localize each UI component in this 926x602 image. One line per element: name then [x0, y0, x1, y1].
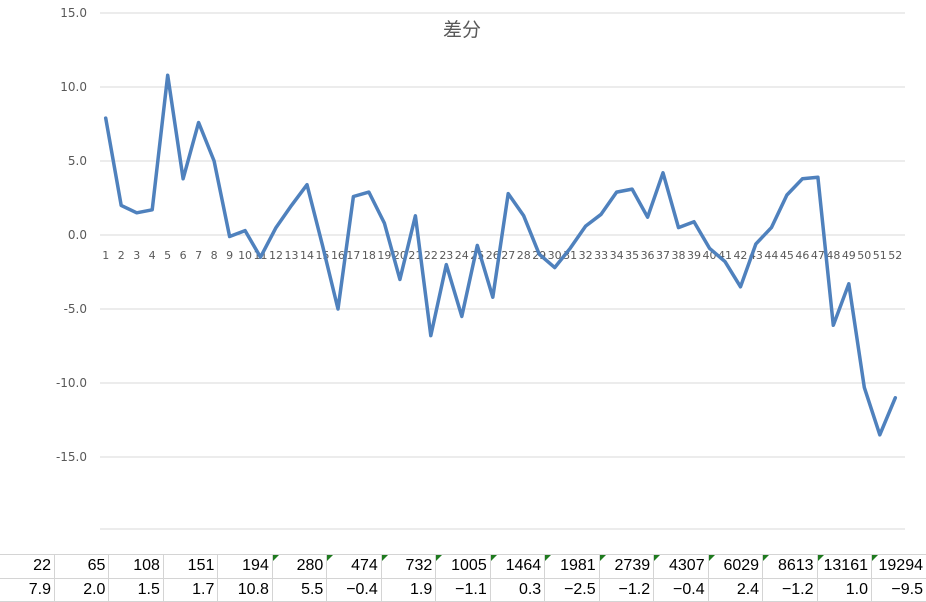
sheet-cell[interactable]: −0.4	[653, 577, 709, 602]
sheet-cell[interactable]: 65	[53, 554, 110, 579]
x-tick-label: 22	[424, 249, 438, 262]
x-tick-label: 3	[133, 249, 140, 262]
sheet-cell[interactable]: 7.9	[0, 577, 55, 602]
sheet-cell[interactable]: 13161	[816, 554, 873, 579]
x-tick-label: 5	[164, 249, 171, 262]
sheet-cell[interactable]: −0.4	[326, 577, 382, 602]
x-tick-label: 44	[764, 249, 778, 262]
sheet-cell[interactable]: 151	[162, 554, 219, 579]
y-axis-ticks: 15.0 10.0 5.0 0.0 -5.0 -10.0 -15.0	[56, 6, 87, 464]
sheet-cell[interactable]: 5.5	[271, 577, 328, 602]
y-tick-label: 15.0	[60, 6, 87, 20]
x-tick-label: 6	[180, 249, 187, 262]
x-tick-label: 32	[579, 249, 593, 262]
sheet-cell[interactable]: 280	[271, 554, 328, 579]
sheet-cell[interactable]: 2739	[598, 554, 655, 579]
x-tick-label: 10	[238, 249, 252, 262]
x-tick-label: 26	[486, 249, 500, 262]
y-tick-label: -15.0	[56, 450, 87, 464]
x-tick-label: 48	[826, 249, 840, 262]
x-tick-label: 18	[362, 249, 376, 262]
x-tick-label: 39	[687, 249, 701, 262]
sheet-cell[interactable]: 1.7	[162, 577, 219, 602]
sheet-row: 7.9 2.0 1.5 1.7 10.8 5.5 −0.4 1.9 −1.1 0.3 −2.5 −1.…	[0, 577, 926, 602]
x-tick-label: 27	[501, 249, 515, 262]
sheet-cell[interactable]: 19294	[871, 554, 926, 579]
x-tick-label: 1	[102, 249, 109, 262]
x-tick-label: 7	[195, 249, 202, 262]
y-tick-label: -5.0	[64, 302, 87, 316]
y-tick-label: 0.0	[68, 228, 87, 242]
sheet-cell[interactable]: 2.4	[707, 577, 764, 602]
x-tick-label: 12	[269, 249, 283, 262]
sheet-cell[interactable]: 1981	[544, 554, 600, 579]
x-tick-label: 19	[377, 249, 391, 262]
y-tick-label: 5.0	[68, 154, 87, 168]
sheet-cell[interactable]: 4307	[653, 554, 709, 579]
x-tick-label: 37	[656, 249, 670, 262]
x-tick-label: 8	[211, 249, 218, 262]
sheet-cell[interactable]: −1.1	[435, 577, 491, 602]
sheet-cell[interactable]: 474	[326, 554, 382, 579]
sheet-cell[interactable]: 194	[217, 554, 273, 579]
x-tick-label: 23	[439, 249, 453, 262]
sheet-cell[interactable]: 1464	[489, 554, 546, 579]
sheet-cell[interactable]: 6029	[707, 554, 764, 579]
gridlines	[100, 12, 905, 530]
sheet-cell[interactable]: 1.9	[380, 577, 437, 602]
x-tick-label: 4	[149, 249, 156, 262]
spreadsheet-rows: 22 65 108 151 194 280 474 732 1005 1464 1981 2739 43…	[0, 554, 926, 602]
x-tick-label: 42	[733, 249, 747, 262]
x-tick-label: 49	[842, 249, 856, 262]
x-tick-label: 36	[641, 249, 655, 262]
x-tick-label: 16	[331, 249, 345, 262]
sheet-cell[interactable]: 0.3	[489, 577, 546, 602]
x-tick-label: 51	[873, 249, 887, 262]
sheet-cell[interactable]: 732	[380, 554, 437, 579]
sheet-cell[interactable]: 8613	[762, 554, 818, 579]
y-tick-label: 10.0	[60, 80, 87, 94]
sheet-cell[interactable]: −2.5	[544, 577, 600, 602]
line-chart: 15.010.05.00.0-5.0-10.0-15.0 1 2 3 4 5 6 7 8 9 10…	[56, 6, 905, 530]
x-tick-label: 28	[517, 249, 531, 262]
chart-title: 差分	[443, 19, 481, 41]
x-tick-label: 50	[857, 249, 871, 262]
x-tick-label: 46	[795, 249, 809, 262]
x-tick-label: 24	[455, 249, 469, 262]
x-tick-label: 35	[625, 249, 639, 262]
sheet-cell[interactable]: 10.8	[217, 577, 273, 602]
x-tick-label: 38	[672, 249, 686, 262]
series-line	[103, 73, 898, 437]
x-tick-label: 45	[780, 249, 794, 262]
sheet-cell[interactable]: −1.2	[598, 577, 655, 602]
x-tick-label: 9	[226, 249, 233, 262]
x-tick-label: 2	[118, 249, 125, 262]
sheet-cell[interactable]: 1.0	[816, 577, 873, 602]
x-tick-label: 14	[300, 249, 314, 262]
x-tick-label: 17	[346, 249, 360, 262]
sheet-cell[interactable]: 22	[0, 554, 55, 579]
sheet-cell[interactable]: 108	[108, 554, 164, 579]
sheet-cell[interactable]: 1.5	[108, 577, 164, 602]
sheet-cell[interactable]: −9.5	[871, 577, 926, 602]
x-tick-label: 13	[285, 249, 299, 262]
y-tick-label: -10.0	[56, 376, 87, 390]
sheet-cell[interactable]: 1005	[435, 554, 491, 579]
x-tick-label: 34	[610, 249, 624, 262]
x-tick-label: 47	[811, 249, 825, 262]
sheet-cell[interactable]: 2.0	[53, 577, 110, 602]
x-tick-label: 33	[594, 249, 608, 262]
x-tick-label: 52	[888, 249, 902, 262]
series-line-group	[103, 73, 898, 437]
x-axis-ticks: 1 2 3 4 5 6 7 8 9 10 11 12 13 14 15 16 17 18 19 20 21 22 23 24 2…	[102, 249, 902, 262]
sheet-row: 22 65 108 151 194 280 474 732 1005 1464 1981 2739 43…	[0, 554, 926, 579]
x-tick-label: 30	[548, 249, 562, 262]
sheet-cell[interactable]: −1.2	[762, 577, 818, 602]
